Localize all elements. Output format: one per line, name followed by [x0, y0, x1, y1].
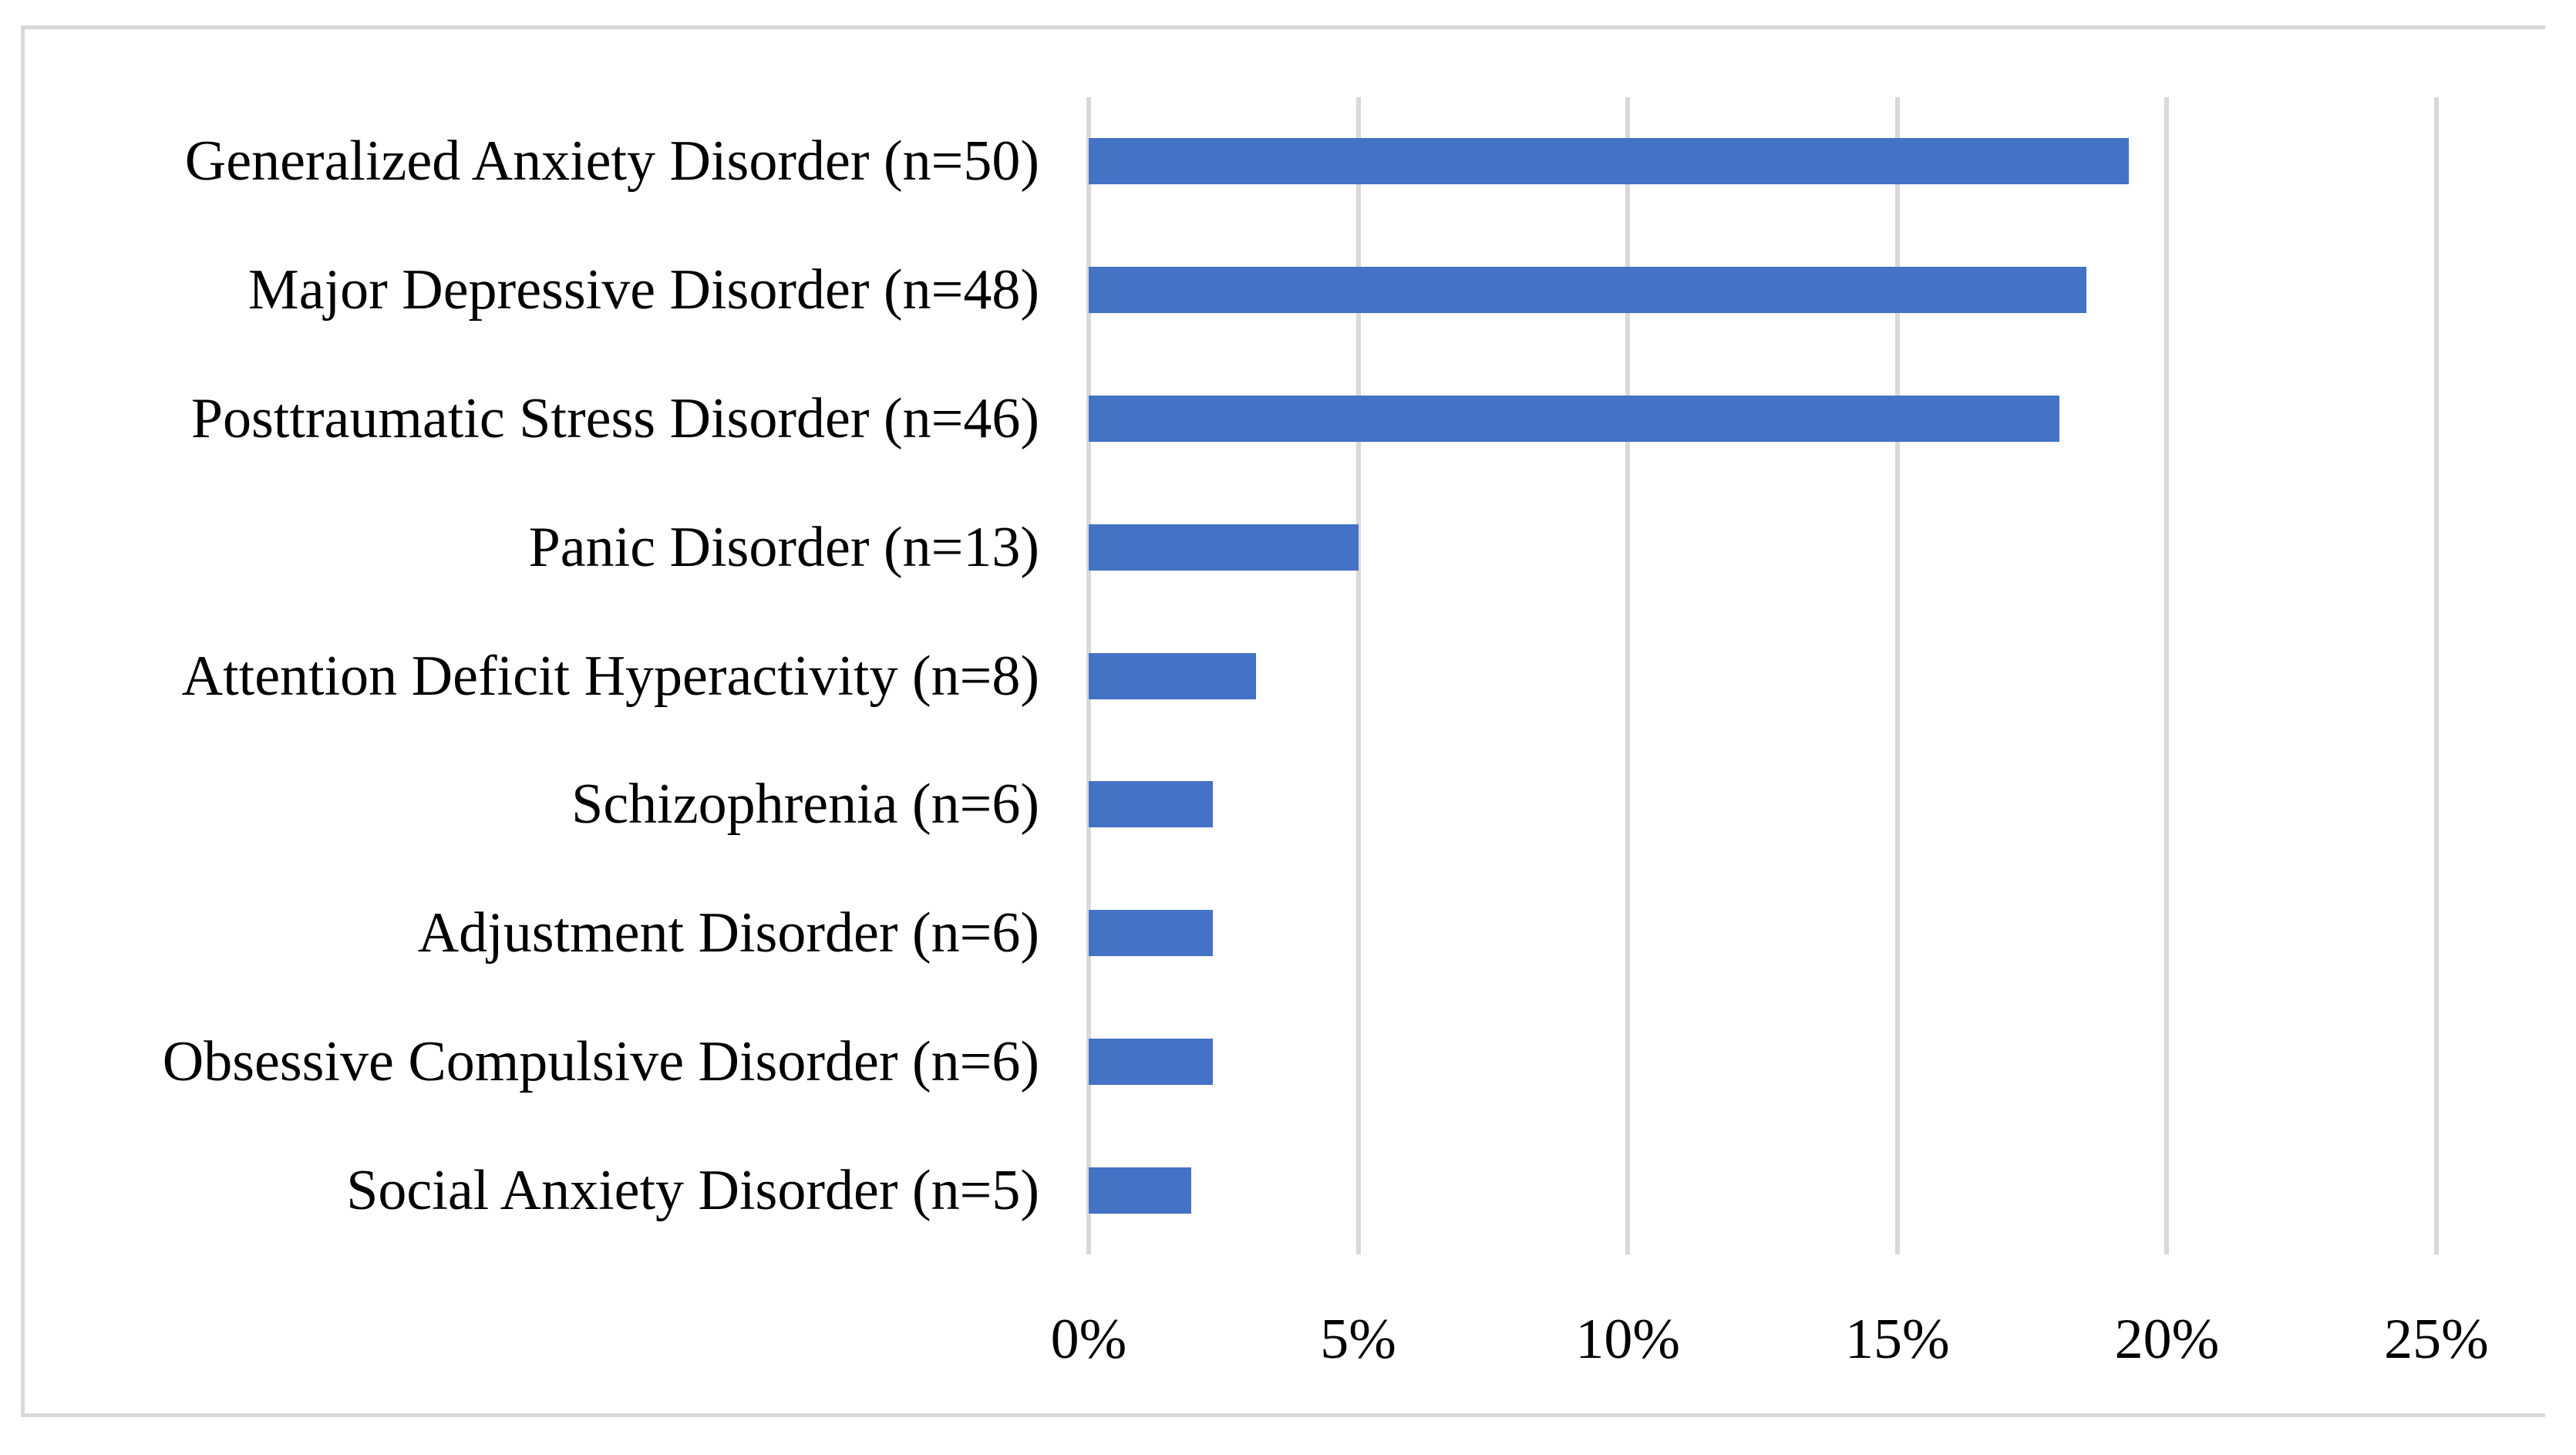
category-label: Panic Disorder (n=13) [528, 515, 1039, 579]
bar [1089, 781, 1213, 828]
bar [1089, 395, 2059, 442]
category-label: Obsessive Compulsive Disorder (n=6) [162, 1029, 1039, 1093]
bar [1089, 267, 2086, 314]
axis-tick-label: 20% [2114, 1308, 2220, 1371]
gridline [2434, 97, 2439, 1255]
bar [1089, 524, 1359, 571]
bar [1089, 138, 2130, 185]
category-label: Schizophrenia (n=6) [571, 773, 1039, 837]
gridline [1894, 97, 1900, 1255]
category-label: Social Anxiety Disorder (n=5) [346, 1158, 1039, 1222]
gridline [1625, 97, 1631, 1255]
bar [1089, 1167, 1191, 1214]
bar [1089, 652, 1256, 699]
axis-tick-label: 10% [1575, 1308, 1681, 1371]
gridline [1355, 97, 1361, 1255]
figure-border-left [21, 25, 25, 1417]
category-label: Adjustment Disorder (n=6) [417, 901, 1039, 965]
figure-border-top [21, 25, 2545, 29]
category-label: Posttraumatic Stress Disorder (n=46) [190, 386, 1039, 450]
bar [1089, 1038, 1213, 1085]
category-label: Major Depressive Disorder (n=48) [247, 258, 1039, 322]
axis-tick-label: 25% [2384, 1308, 2489, 1371]
axis-tick-label: 0% [1050, 1308, 1127, 1371]
axis-tick-label: 15% [1844, 1308, 1950, 1371]
bar [1089, 910, 1213, 957]
category-label: Attention Deficit Hyperactivity (n=8) [181, 644, 1039, 708]
gridline [2164, 97, 2170, 1255]
category-label: Generalized Anxiety Disorder (n=50) [184, 130, 1039, 194]
axis-tick-label: 5% [1320, 1308, 1396, 1371]
figure-border-bottom [21, 1413, 2545, 1417]
